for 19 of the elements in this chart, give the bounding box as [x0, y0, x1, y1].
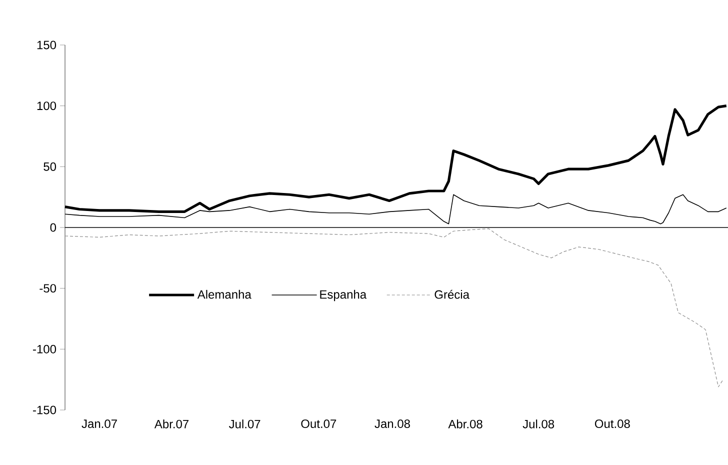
- x-tick-label: Abr.08: [448, 420, 482, 428]
- x-tick-label: Jul.07: [228, 420, 260, 428]
- y-tick-label: -100: [33, 344, 56, 354]
- x-tick-label: Out.07: [301, 420, 336, 428]
- line-series: [64, 228, 724, 388]
- x-tick-label: Jan.08: [374, 420, 410, 428]
- y-tick-label: -150: [33, 406, 56, 414]
- y-tick-label: 100: [37, 102, 56, 110]
- legend-label: Alemanha: [197, 290, 252, 299]
- y-tick-label: 50: [44, 162, 56, 171]
- legend-label: Grécia: [434, 290, 470, 299]
- x-tick-label: Out.08: [594, 420, 630, 428]
- y-tick-label: 150: [37, 40, 56, 50]
- x-tick-label: Abr.07: [154, 420, 188, 428]
- y-tick-label: 0: [50, 223, 56, 232]
- x-tick-label: Jan.07: [82, 420, 117, 428]
- legend-label: Espanha: [320, 290, 367, 302]
- y-tick-label: -50: [40, 284, 56, 293]
- x-tick-label: Jul.08: [522, 420, 554, 428]
